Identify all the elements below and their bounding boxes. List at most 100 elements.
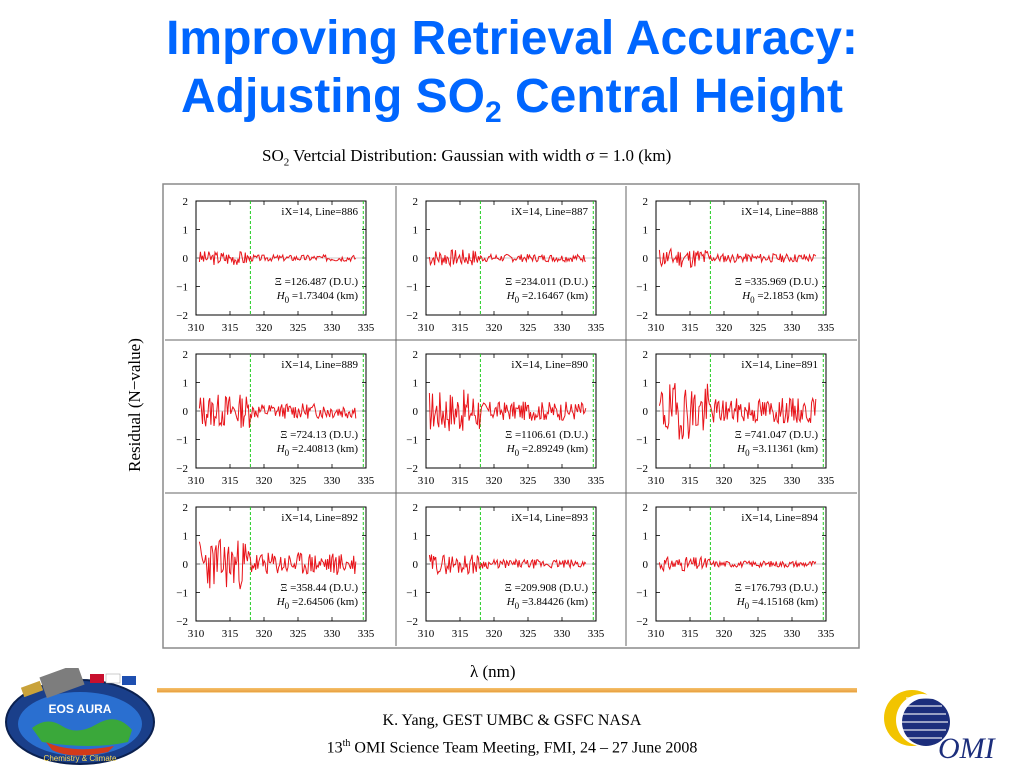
- y-tick-label: −2: [636, 616, 648, 628]
- x-tick-label: 330: [784, 322, 801, 334]
- y-tick-label: −1: [406, 282, 418, 294]
- panel-central-height: H0 =2.89249 (km): [506, 443, 589, 458]
- x-tick-label: 335: [818, 475, 835, 487]
- panel-column-amount: Ξ =126.487 (D.U.): [275, 276, 359, 288]
- h0-subscript: 0: [515, 295, 520, 305]
- h0-symbol: H: [276, 443, 286, 455]
- omi-logo: OMI: [884, 690, 997, 765]
- h0-value: =2.89249 (km): [519, 443, 588, 455]
- residual-series: [658, 247, 817, 268]
- x-tick-label: 310: [648, 322, 665, 334]
- y-tick-label: −2: [176, 616, 188, 628]
- h0-value: =2.40813 (km): [289, 443, 358, 455]
- x-tick-label: 325: [290, 475, 307, 487]
- y-tick-label: 0: [413, 406, 419, 418]
- x-tick-label: 320: [256, 475, 273, 487]
- x-tick-label: 320: [716, 628, 733, 640]
- y-tick-label: 2: [643, 196, 649, 208]
- h0-value: =4.15168 (km): [749, 596, 818, 608]
- subtitle-pre: SO: [262, 146, 284, 165]
- x-tick-label: 330: [324, 322, 341, 334]
- title-line-2: Adjusting SO2 Central Height: [0, 68, 1024, 128]
- h0-subscript: 0: [515, 448, 520, 458]
- residual-series: [428, 554, 587, 576]
- h0-value: =2.1853 (km): [755, 290, 819, 302]
- panel-central-height: H0 =2.64506 (km): [276, 596, 359, 611]
- x-tick-label: 310: [648, 628, 665, 640]
- x-tick-label: 320: [716, 322, 733, 334]
- y-tick-label: −1: [406, 588, 418, 600]
- footer-author: K. Yang, GEST UMBC & GSFC NASA: [382, 712, 642, 729]
- y-tick-label: 2: [413, 349, 419, 361]
- x-tick-label: 325: [520, 628, 537, 640]
- x-tick-label: 310: [648, 475, 665, 487]
- x-tick-label: 310: [418, 322, 435, 334]
- omi-text: OMI: [938, 732, 997, 765]
- y-tick-label: 2: [413, 502, 419, 514]
- panel-column-amount: Ξ =1106.61 (D.U.): [505, 429, 588, 441]
- y-tick-label: −2: [176, 310, 188, 322]
- x-tick-label: 320: [486, 475, 503, 487]
- h0-symbol: H: [276, 290, 286, 302]
- panel-central-height: H0 =2.16467 (km): [506, 290, 589, 305]
- y-tick-label: 2: [643, 502, 649, 514]
- chart-subtitle: SO2 Vertcial Distribution: Gaussian with…: [262, 146, 671, 168]
- y-tick-label: 1: [183, 225, 189, 237]
- y-tick-label: 1: [643, 531, 649, 543]
- h0-subscript: 0: [745, 448, 750, 458]
- y-tick-label: −1: [636, 435, 648, 447]
- y-tick-label: 1: [643, 378, 649, 390]
- h0-value: =2.64506 (km): [289, 596, 358, 608]
- x-tick-label: 310: [418, 628, 435, 640]
- h0-value: =3.84426 (km): [519, 596, 588, 608]
- title-line-2-post: Central Height: [501, 70, 844, 123]
- footer-divider-highlight: [157, 692, 857, 693]
- eos-aura-subtext: Chemistry & Climate: [44, 754, 117, 763]
- y-tick-label: −1: [406, 435, 418, 447]
- residual-series: [658, 555, 817, 573]
- y-tick-label: 0: [643, 253, 649, 265]
- panel-central-height: H0 =1.73404 (km): [276, 290, 359, 305]
- panel-central-height: H0 =3.84426 (km): [506, 596, 589, 611]
- footer-meeting: 13th OMI Science Team Meeting, FMI, 24 –…: [0, 738, 1024, 757]
- panel-central-height: H0 =2.1853 (km): [741, 290, 818, 305]
- x-tick-label: 330: [554, 322, 571, 334]
- h0-subscript: 0: [515, 601, 520, 611]
- y-tick-label: 2: [183, 196, 189, 208]
- y-tick-label: 2: [183, 502, 189, 514]
- panel-title: iX=14, Line=892: [281, 512, 358, 524]
- x-tick-label: 315: [682, 322, 699, 334]
- x-tick-label: 315: [682, 628, 699, 640]
- y-tick-label: −2: [406, 616, 418, 628]
- panel-title: iX=14, Line=889: [281, 359, 358, 371]
- x-tick-label: 335: [818, 628, 835, 640]
- x-tick-label: 320: [486, 628, 503, 640]
- y-tick-label: −2: [636, 310, 648, 322]
- x-tick-label: 330: [784, 475, 801, 487]
- panel-title: iX=14, Line=886: [281, 206, 358, 218]
- h0-subscript: 0: [750, 295, 755, 305]
- h0-symbol: H: [736, 443, 746, 455]
- residual-series: [428, 389, 587, 432]
- x-tick-label: 325: [290, 628, 307, 640]
- x-tick-label: 330: [324, 628, 341, 640]
- panel-column-amount: Ξ =724.13 (D.U.): [280, 429, 358, 441]
- x-tick-label: 325: [750, 628, 767, 640]
- y-tick-label: 1: [413, 378, 419, 390]
- h0-symbol: H: [276, 596, 286, 608]
- y-tick-label: 1: [413, 225, 419, 237]
- panel-central-height: H0 =2.40813 (km): [276, 443, 359, 458]
- x-tick-label: 325: [520, 322, 537, 334]
- panel-central-height: H0 =3.11361 (km): [736, 443, 818, 458]
- h0-value: =3.11361 (km): [750, 443, 819, 455]
- x-tick-label: 325: [750, 475, 767, 487]
- panel-title: iX=14, Line=888: [741, 206, 818, 218]
- panel-column-amount: Ξ =358.44 (D.U.): [280, 582, 358, 594]
- x-tick-label: 320: [716, 475, 733, 487]
- x-axis-label: λ (nm): [470, 662, 516, 681]
- h0-symbol: H: [741, 290, 751, 302]
- x-tick-label: 325: [750, 322, 767, 334]
- residual-series: [428, 249, 586, 268]
- x-tick-label: 310: [188, 628, 205, 640]
- y-tick-label: −2: [406, 310, 418, 322]
